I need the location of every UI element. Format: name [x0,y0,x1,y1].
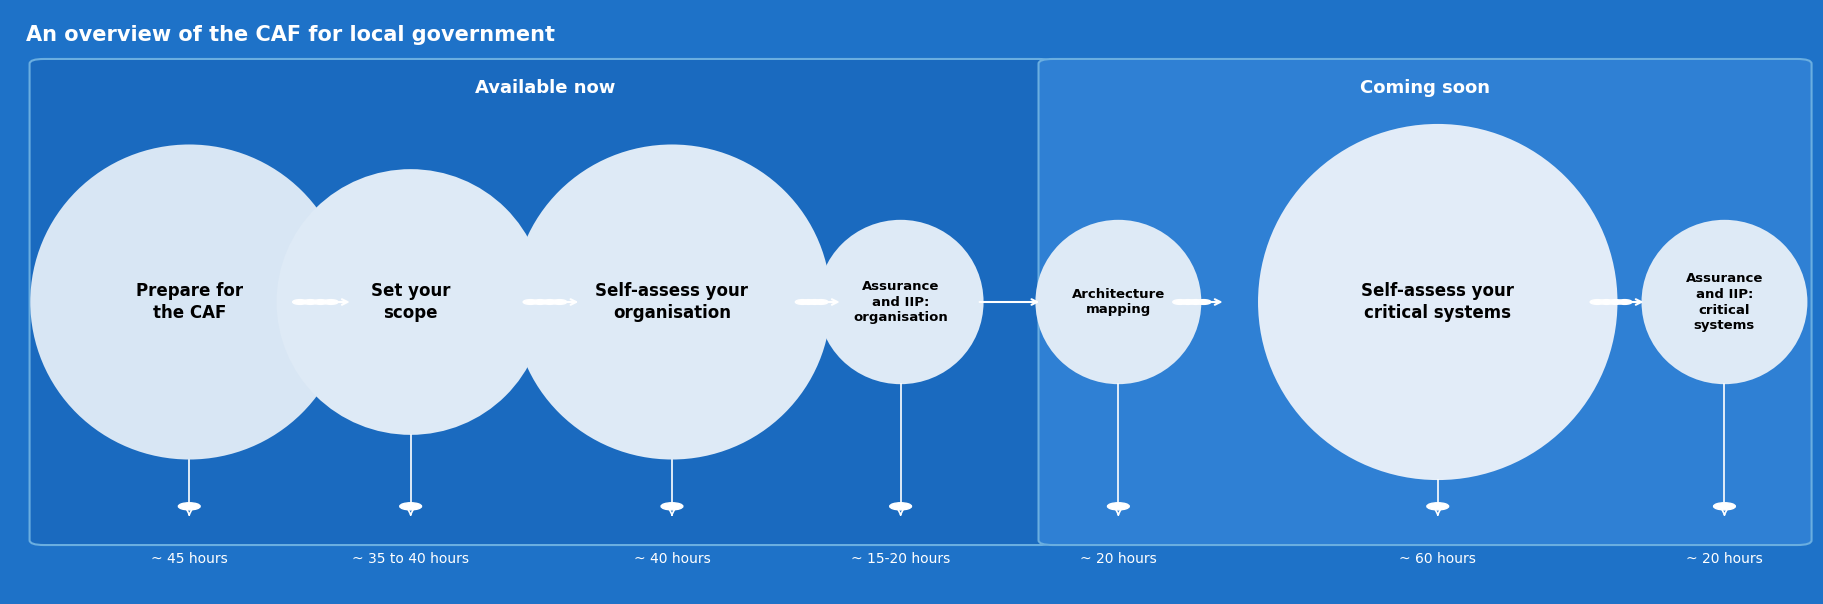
Circle shape [323,300,337,304]
Text: Available now: Available now [474,79,614,97]
Circle shape [543,300,558,304]
FancyBboxPatch shape [1039,59,1812,545]
Text: Assurance
and IIP:
critical
systems: Assurance and IIP: critical systems [1686,272,1763,332]
Circle shape [808,300,822,304]
Text: Self-assess your
critical systems: Self-assess your critical systems [1362,282,1515,322]
Text: ~ 45 hours: ~ 45 hours [151,552,228,567]
Ellipse shape [1258,124,1617,480]
Text: ~ 20 hours: ~ 20 hours [1686,552,1763,567]
Text: Prepare for
the CAF: Prepare for the CAF [135,282,242,322]
Circle shape [795,300,809,304]
Circle shape [532,300,547,304]
Text: ~ 35 to 40 hours: ~ 35 to 40 hours [352,552,469,567]
Circle shape [303,300,317,304]
Text: ~ 60 hours: ~ 60 hours [1400,552,1477,567]
Ellipse shape [512,144,831,460]
Text: An overview of the CAF for local government: An overview of the CAF for local governm… [26,25,554,45]
Circle shape [802,300,817,304]
Text: Set your
scope: Set your scope [370,282,450,322]
Text: ~ 15-20 hours: ~ 15-20 hours [851,552,950,567]
Circle shape [890,503,912,510]
Circle shape [1196,300,1210,304]
Circle shape [1181,300,1196,304]
Text: Self-assess your
organisation: Self-assess your organisation [596,282,749,322]
Ellipse shape [277,169,545,435]
Circle shape [1617,300,1632,304]
Circle shape [1189,300,1203,304]
Circle shape [662,503,684,510]
Text: ~ 40 hours: ~ 40 hours [634,552,711,567]
Circle shape [179,503,201,510]
Circle shape [294,300,308,304]
Ellipse shape [1641,220,1807,384]
Circle shape [1108,503,1128,510]
Text: ~ 20 hours: ~ 20 hours [1079,552,1158,567]
Circle shape [1427,503,1449,510]
Text: Assurance
and IIP:
organisation: Assurance and IIP: organisation [853,280,948,324]
Text: Architecture
mapping: Architecture mapping [1072,288,1165,316]
Circle shape [813,300,828,304]
Circle shape [1608,300,1622,304]
Circle shape [1714,503,1735,510]
Ellipse shape [819,220,984,384]
Ellipse shape [31,144,348,460]
Circle shape [552,300,567,304]
Circle shape [1590,300,1604,304]
Circle shape [1172,300,1187,304]
Circle shape [523,300,538,304]
Text: Coming soon: Coming soon [1360,79,1489,97]
Ellipse shape [1035,220,1201,384]
Circle shape [399,503,421,510]
FancyBboxPatch shape [29,59,1054,545]
Circle shape [1599,300,1613,304]
Circle shape [314,300,328,304]
